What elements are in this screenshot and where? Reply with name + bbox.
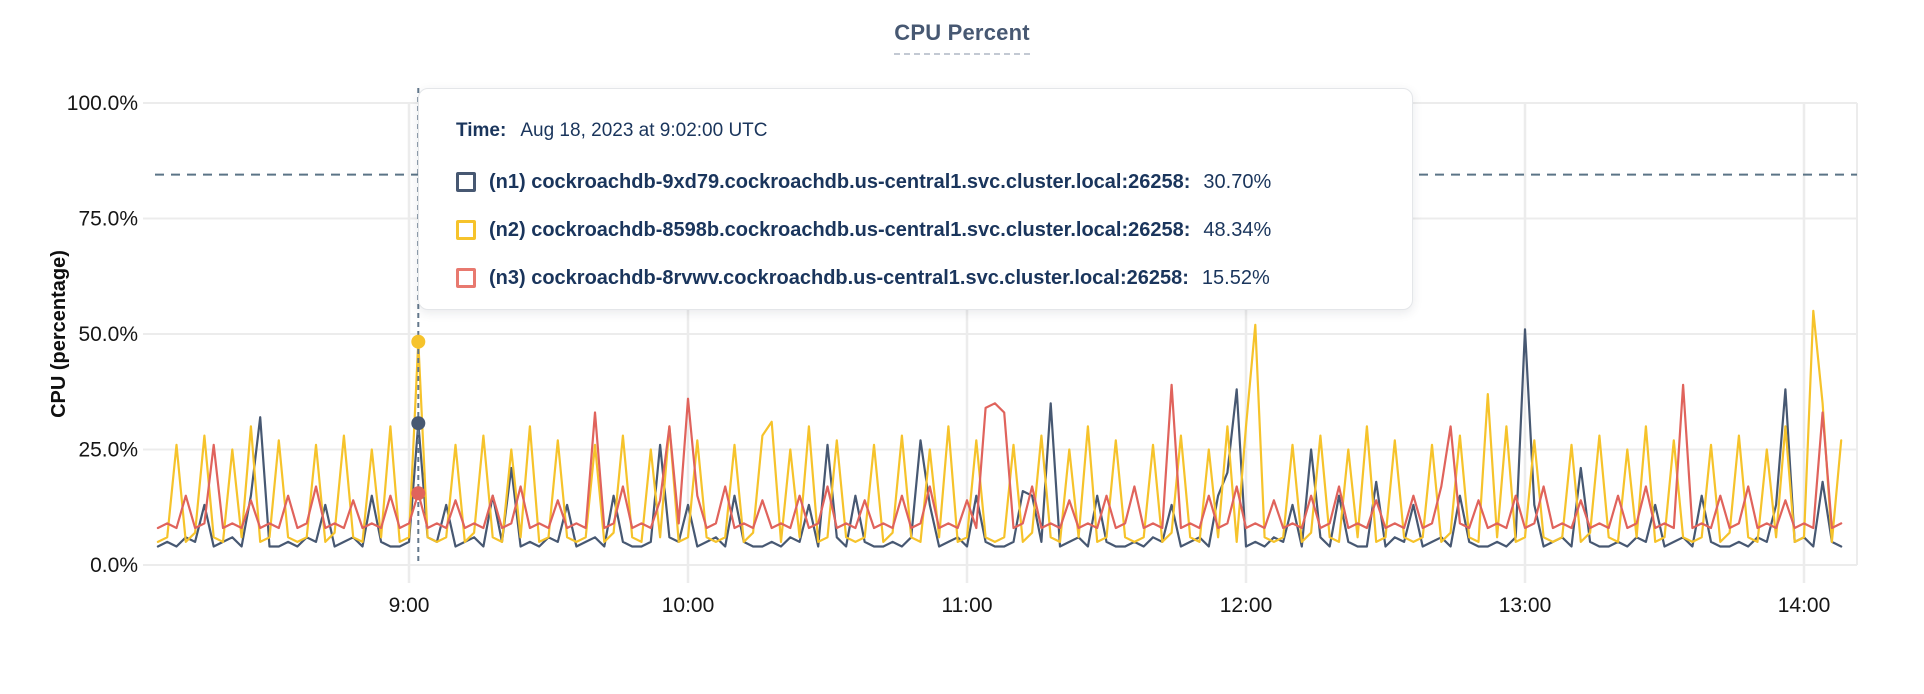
tooltip-time-label: Time:: [456, 120, 507, 141]
x-tick-label: 9:00: [389, 594, 430, 617]
y-tick-label: 0.0%: [90, 554, 138, 577]
series-swatch-n1-icon: [456, 172, 476, 192]
tooltip-series-label: (n3) cockroachdb-8rvwv.cockroachdb.us-ce…: [489, 266, 1189, 289]
tooltip-time-value: Aug 18, 2023 at 9:02:00 UTC: [520, 120, 768, 141]
x-tick-label: 11:00: [942, 594, 993, 617]
series-line-n3: [156, 383, 1843, 530]
tooltip-series-label: (n2) cockroachdb-8598b.cockroachdb.us-ce…: [489, 218, 1191, 241]
y-tick-label: 100.0%: [67, 92, 138, 115]
y-tick-label: 25.0%: [78, 439, 138, 462]
chart-title-wrap: CPU Percent: [0, 20, 1924, 55]
chart-tooltip: Time: Aug 18, 2023 at 9:02:00 UTC (n1) co…: [418, 88, 1413, 310]
tooltip-series-value: 48.34%: [1203, 218, 1272, 241]
x-tick-label: 12:00: [1220, 594, 1273, 617]
tooltip-time-row: Time: Aug 18, 2023 at 9:02:00 UTC: [456, 116, 1412, 146]
hover-dot-n3: [411, 486, 426, 501]
chart-title: CPU Percent: [894, 20, 1030, 55]
tooltip-row-n1: (n1) cockroachdb-9xd79.cockroachdb.us-ce…: [456, 162, 1412, 202]
y-tick-label: 75.0%: [78, 208, 138, 231]
y-tick-label: 50.0%: [78, 323, 138, 346]
tooltip-row-n3: (n3) cockroachdb-8rvwv.cockroachdb.us-ce…: [456, 258, 1412, 298]
tooltip-row-n2: (n2) cockroachdb-8598b.cockroachdb.us-ce…: [456, 210, 1412, 250]
x-tick-label: 10:00: [662, 594, 715, 617]
tooltip-series-value: 15.52%: [1201, 266, 1270, 289]
series-swatch-n2-icon: [456, 220, 476, 240]
x-tick-label: 14:00: [1778, 594, 1831, 617]
tooltip-series-label: (n1) cockroachdb-9xd79.cockroachdb.us-ce…: [489, 170, 1191, 193]
series-swatch-n3-icon: [456, 268, 476, 288]
hover-dot-n1: [411, 416, 426, 431]
y-axis-title: CPU (percentage): [48, 250, 70, 418]
x-tick-label: 13:00: [1499, 594, 1552, 617]
hover-dot-n2: [411, 334, 426, 349]
tooltip-series-value: 30.70%: [1203, 170, 1272, 193]
series-line-n2: [156, 309, 1843, 544]
